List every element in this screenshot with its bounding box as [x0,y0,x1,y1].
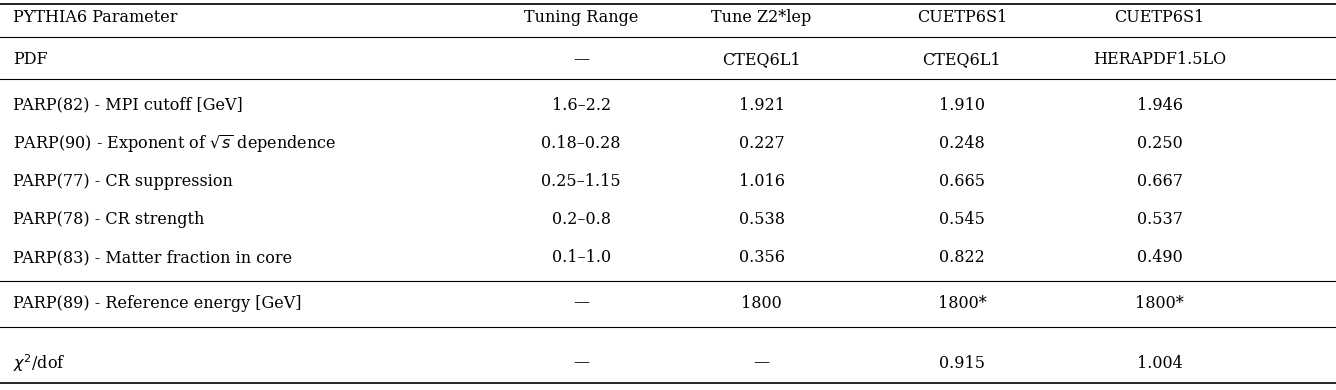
Text: Tune Z2*lep: Tune Z2*lep [711,9,812,27]
Text: PARP(77) - CR suppression: PARP(77) - CR suppression [13,174,234,190]
Text: CTEQ6L1: CTEQ6L1 [923,51,1001,69]
Text: 1.910: 1.910 [939,96,985,113]
Text: —: — [573,51,589,69]
Text: 0.18–0.28: 0.18–0.28 [541,135,621,152]
Text: 0.227: 0.227 [739,135,784,152]
Text: 0.915: 0.915 [939,355,985,372]
Text: 0.356: 0.356 [739,250,784,266]
Text: 1800*: 1800* [938,294,986,312]
Text: $\chi^2$/dof: $\chi^2$/dof [13,352,65,374]
Text: CUETP6S1: CUETP6S1 [916,9,1007,27]
Text: 0.25–1.15: 0.25–1.15 [541,174,621,190]
Text: 0.822: 0.822 [939,250,985,266]
Text: 1.004: 1.004 [1137,355,1182,372]
Text: 0.250: 0.250 [1137,135,1182,152]
Text: 1.016: 1.016 [739,174,784,190]
Text: 0.667: 0.667 [1137,174,1182,190]
Text: PDF: PDF [13,51,48,69]
Text: 0.2–0.8: 0.2–0.8 [552,211,611,229]
Text: PARP(78) - CR strength: PARP(78) - CR strength [13,211,204,229]
Text: CTEQ6L1: CTEQ6L1 [723,51,800,69]
Text: 0.538: 0.538 [739,211,784,229]
Text: 0.537: 0.537 [1137,211,1182,229]
Text: 1.6–2.2: 1.6–2.2 [552,96,611,113]
Text: PARP(89) - Reference energy [GeV]: PARP(89) - Reference energy [GeV] [13,294,302,312]
Text: HERAPDF1.5LO: HERAPDF1.5LO [1093,51,1226,69]
Text: PARP(90) - Exponent of $\sqrt{s}$ dependence: PARP(90) - Exponent of $\sqrt{s}$ depend… [13,133,337,155]
Text: PYTHIA6 Parameter: PYTHIA6 Parameter [13,9,178,27]
Text: Tuning Range: Tuning Range [524,9,639,27]
Text: —: — [573,355,589,372]
Text: CUETP6S1: CUETP6S1 [1114,9,1205,27]
Text: 0.665: 0.665 [939,174,985,190]
Text: 1800*: 1800* [1136,294,1184,312]
Text: PARP(82) - MPI cutoff [GeV]: PARP(82) - MPI cutoff [GeV] [13,96,243,113]
Text: 0.545: 0.545 [939,211,985,229]
Text: 1.946: 1.946 [1137,96,1182,113]
Text: 1800: 1800 [741,294,782,312]
Text: —: — [573,294,589,312]
Text: 1.921: 1.921 [739,96,784,113]
Text: 0.1–1.0: 0.1–1.0 [552,250,611,266]
Text: —: — [754,355,770,372]
Text: PARP(83) - Matter fraction in core: PARP(83) - Matter fraction in core [13,250,293,266]
Text: 0.248: 0.248 [939,135,985,152]
Text: 0.490: 0.490 [1137,250,1182,266]
